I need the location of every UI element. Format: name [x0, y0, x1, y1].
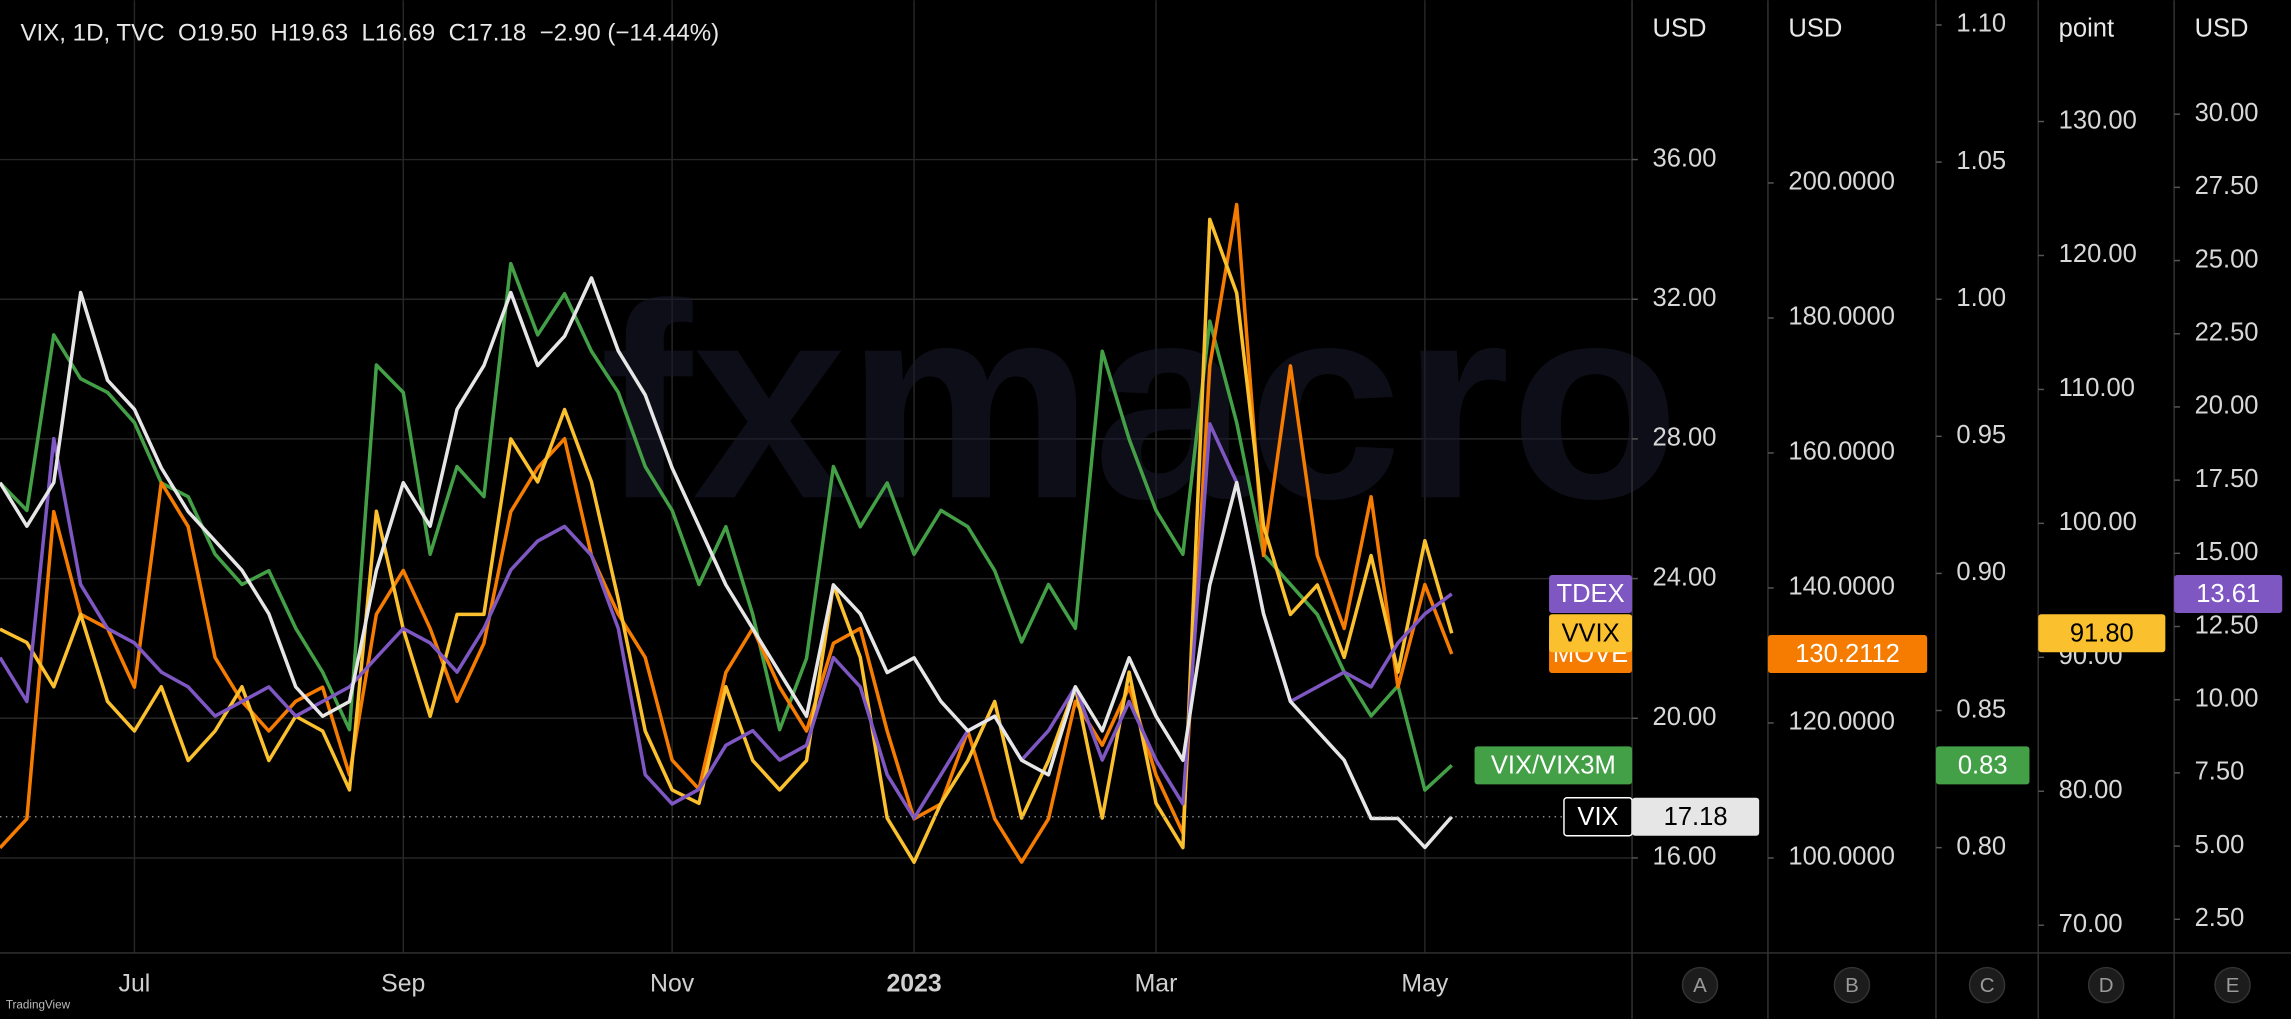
y-tick-label: 180.0000	[1788, 303, 1895, 331]
last-value-box	[1632, 797, 1760, 836]
axis-unit: USD	[1653, 14, 1707, 42]
series-line	[0, 276, 1454, 850]
axis-button[interactable]	[1968, 966, 2006, 1004]
x-tick-label: Nov	[650, 971, 695, 998]
y-tick-label: 70.00	[2059, 910, 2123, 938]
axis-id[interactable]: E	[2226, 974, 2240, 997]
last-value-label: 91.80	[2070, 619, 2134, 647]
last-value-box	[2038, 614, 2166, 653]
y-tick-label: 1.10	[1956, 10, 2006, 38]
x-tick-label: May	[1401, 971, 1448, 998]
watermark: fxmacro	[600, 246, 1680, 556]
y-tick-label: 200.0000	[1788, 168, 1895, 196]
x-tick-label: 2023	[886, 971, 941, 998]
axis-button[interactable]	[1681, 966, 1719, 1004]
last-value-label: 130.2112	[1795, 640, 1900, 668]
series-line	[0, 217, 1454, 864]
x-tick-label: Jul	[119, 971, 151, 998]
y-tick-label: 120.00	[2059, 240, 2137, 268]
y-tick-label: 30.00	[2195, 99, 2259, 127]
axis-button[interactable]	[2214, 966, 2251, 1004]
plot-area	[0, 202, 1633, 864]
last-value-box	[1935, 746, 2030, 785]
axis-id[interactable]: A	[1693, 974, 1707, 997]
y-tick-label: 0.90	[1956, 558, 2006, 586]
axis-id[interactable]: B	[1845, 974, 1859, 997]
y-tick-label: 27.50	[2195, 172, 2259, 200]
axis-button[interactable]	[1833, 966, 1871, 1004]
y-tick-label: 130.00	[2059, 106, 2137, 134]
y-tick-label: 15.00	[2195, 538, 2259, 566]
last-value-label: 0.83	[1958, 752, 2008, 780]
y-tick-label: 17.50	[2195, 465, 2259, 493]
axis-id[interactable]: C	[1980, 974, 1995, 997]
axis-button[interactable]	[2087, 966, 2125, 1004]
series-name: VVIX	[1561, 619, 1619, 647]
series-name: VIX	[1577, 803, 1618, 831]
y-tick-label: 0.80	[1956, 832, 2006, 860]
y-tick-label: 24.00	[1653, 563, 1717, 591]
axis-unit: USD	[1788, 14, 1842, 42]
y-tick-label: 16.00	[1653, 843, 1717, 871]
chart-title: VIX, 1D, TVC O19.50 H19.63 L16.69 C17.18…	[20, 19, 719, 46]
last-value-box	[1767, 635, 1928, 674]
axis-unit: USD	[2195, 14, 2249, 42]
y-tick-label: 32.00	[1653, 284, 1717, 312]
last-value-label: 17.18	[1664, 803, 1728, 831]
series-line	[0, 422, 1453, 820]
y-tick-label: 2.50	[2195, 904, 2245, 932]
last-value-label: 13.61	[2196, 580, 2260, 608]
y-tick-label: 160.0000	[1788, 438, 1895, 466]
axis-unit: point	[2059, 14, 2114, 42]
series-line	[0, 261, 1453, 792]
y-tick-label: 120.0000	[1788, 708, 1895, 736]
y-tick-label: 25.00	[2195, 245, 2259, 273]
y-tick-label: 80.00	[2059, 776, 2123, 804]
series-name: VIX/VIX3M	[1491, 752, 1616, 780]
y-tick-label: 110.00	[2059, 374, 2135, 402]
y-tick-label: 12.50	[2195, 611, 2259, 639]
y-tick-label: 28.00	[1653, 424, 1717, 452]
y-tick-label: 20.00	[2195, 392, 2259, 420]
series-name-tag	[1549, 614, 1633, 653]
y-tick-label: 140.0000	[1788, 573, 1895, 601]
y-tick-label: 1.05	[1956, 147, 2006, 175]
last-value-box	[2174, 575, 2283, 614]
y-tick-label: 22.50	[2195, 319, 2259, 347]
x-tick-label: Sep	[381, 971, 425, 998]
y-tick-label: 20.00	[1653, 703, 1717, 731]
series-name: TDEX	[1556, 580, 1624, 608]
series-name-tag	[1474, 746, 1633, 785]
y-tick-label: 0.95	[1956, 421, 2006, 449]
y-tick-label: 1.00	[1956, 284, 2006, 312]
y-tick-label: 100.0000	[1788, 843, 1895, 871]
y-tick-label: 100.00	[2059, 508, 2137, 536]
axis-id[interactable]: D	[2099, 974, 2114, 997]
x-tick-label: Mar	[1135, 971, 1178, 998]
y-tick-label: 5.00	[2195, 831, 2245, 859]
series-name-tag	[1549, 575, 1633, 614]
brand: TradingView	[6, 999, 71, 1012]
y-tick-label: 36.00	[1653, 144, 1717, 172]
y-tick-label: 0.85	[1956, 695, 2006, 723]
y-tick-label: 10.00	[2195, 684, 2259, 712]
y-tick-label: 7.50	[2195, 758, 2245, 786]
